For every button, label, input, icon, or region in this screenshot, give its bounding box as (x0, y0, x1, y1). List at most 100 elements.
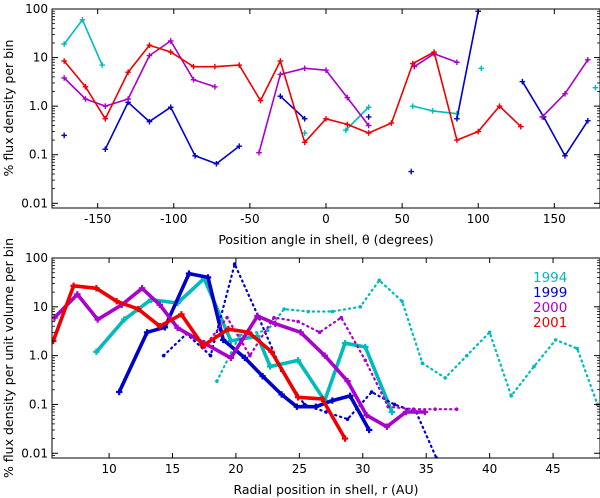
top-series-line-1999 (104, 101, 240, 165)
top-data-point-2001 (190, 63, 197, 70)
bottom-series-clip (52, 262, 600, 458)
bottom-data-point-2001 (93, 285, 100, 292)
top-series-line-2000 (258, 67, 370, 153)
top-series-line-2001 (63, 44, 522, 144)
top-data-point-1994 (409, 103, 416, 109)
bottom-data-point-2000-dotted (296, 319, 300, 324)
top-series-line-1994 (63, 18, 103, 66)
top-data-point-2001 (431, 49, 437, 55)
bottom-data-point-2000 (74, 291, 81, 298)
bottom-data-point-1994-dotted (306, 309, 311, 314)
bottom-x-tick-label: 10 (101, 462, 116, 476)
bottom-data-point-1999-dotted (324, 410, 328, 414)
top-data-point-1999 (192, 153, 198, 159)
bottom-data-point-2000 (138, 285, 146, 292)
top-data-point-1999 (277, 93, 284, 100)
top-data-point-2000 (539, 114, 545, 120)
bottom-data-point-2000 (297, 329, 304, 336)
bottom-data-point-2001 (225, 325, 232, 333)
bottom-data-point-2000-dotted (386, 404, 390, 409)
top-x-tick-label: 0 (322, 212, 330, 226)
bottom-data-point-1994-dotted (358, 305, 363, 309)
bottom-data-point-1999 (329, 397, 336, 404)
top-data-point-1999 (213, 161, 220, 167)
top-data-point-2001 (365, 130, 372, 136)
top-data-point-2001 (61, 58, 67, 64)
top-data-point-1999 (236, 143, 243, 149)
bottom-data-point-2001 (178, 311, 185, 318)
bottom-data-point-1994-dotted (400, 299, 404, 304)
bottom-series-line-2001 (52, 283, 347, 440)
top-data-point-1999 (585, 117, 591, 124)
bottom-y-tick-label: 10 (33, 300, 48, 314)
top-data-point-1999 (519, 78, 526, 85)
top-y-tick-label: 1.0 (29, 99, 48, 113)
top-data-point-2001 (125, 69, 131, 75)
top-data-point-1999 (365, 114, 372, 120)
bottom-data-point-1999-dotted (345, 417, 350, 421)
bottom-data-point-1994-dotted (532, 364, 536, 369)
top-data-point-1994 (592, 84, 599, 91)
bottom-data-point-2001 (199, 342, 207, 349)
top-data-point-2000 (146, 52, 153, 59)
bottom-data-point-2001 (245, 329, 252, 336)
bottom-data-point-1994 (294, 357, 302, 364)
top-series-line-2000 (63, 40, 216, 107)
top-series-clip (61, 9, 599, 175)
bottom-panel: 10 15 20 25 30 35 40 45 0.01 0.1 1.0 10 100 Radial p… (1, 238, 600, 497)
bottom-data-point-1999 (293, 403, 301, 410)
top-x-tick-label: -50 (240, 212, 260, 226)
bottom-data-point-1999-dotted (302, 402, 307, 407)
legend: 1994 1999 2000 2001 (533, 270, 567, 331)
top-data-point-1994 (301, 130, 308, 136)
top-series-line-1999 (456, 11, 479, 119)
bottom-data-point-2001 (318, 395, 326, 403)
bottom-data-point-1999 (278, 391, 285, 398)
top-data-point-2001 (212, 63, 218, 70)
top-y-tick-label: 100 (25, 2, 48, 16)
bottom-data-point-2000 (227, 354, 235, 362)
bottom-data-point-1999 (185, 270, 193, 277)
bottom-plot-frame (51, 257, 600, 459)
bottom-data-point-1994-dotted (377, 278, 382, 283)
bottom-data-point-1999 (116, 388, 123, 396)
legend-entry-2000: 2000 (533, 300, 567, 316)
bottom-y-tick-label: 1.0 (29, 349, 48, 363)
bottom-x-tick-label: 45 (545, 462, 560, 476)
bottom-data-point-1994 (227, 337, 235, 345)
bottom-y-tick-label: 0.1 (29, 397, 48, 411)
bottom-data-point-2000 (383, 423, 391, 430)
bottom-data-point-2000-dotted (363, 358, 368, 363)
bottom-data-point-1994-dotted (265, 328, 270, 333)
bottom-series-line-2000-dotted (203, 316, 458, 411)
top-data-point-1994 (478, 65, 485, 72)
bottom-data-point-1994-dotted (282, 307, 286, 311)
bottom-data-point-2000-dotted (339, 315, 344, 320)
bottom-data-point-1999 (365, 426, 373, 434)
top-data-point-1999 (301, 115, 308, 122)
bottom-data-point-1999-dotted (232, 262, 237, 266)
bottom-data-point-2000-dotted (225, 315, 229, 320)
top-data-point-2000 (190, 76, 197, 83)
bottom-data-point-1994-dotted (509, 394, 514, 398)
legend-entry-1999: 1999 (533, 285, 567, 301)
top-series-line-1999 (279, 95, 306, 120)
bottom-data-point-2000-dotted (317, 330, 322, 335)
top-panel: -150 -100 -50 0 50 100 150 0.01 0.1 1.0 10 100 Posi… (1, 2, 600, 247)
top-data-point-2000 (454, 59, 460, 66)
top-data-point-2000 (344, 94, 351, 101)
bottom-data-point-1994 (93, 348, 100, 355)
bottom-data-point-2001 (135, 305, 142, 313)
top-data-point-2000 (365, 122, 372, 129)
bottom-data-point-1994-dotted (420, 361, 425, 365)
bottom-data-point-2000 (156, 301, 164, 308)
top-data-point-2001 (102, 115, 109, 122)
bottom-data-point-1994 (121, 316, 128, 323)
bottom-data-point-1994-dotted (553, 338, 558, 342)
bottom-data-point-2000-dotted (411, 407, 416, 411)
bottom-data-point-2000 (363, 412, 370, 419)
bottom-y-axis-label: % flux density per unit volume per bin (1, 238, 16, 478)
top-plot-frame (51, 8, 600, 209)
bottom-series-line-2000 (53, 286, 425, 429)
bottom-data-point-2000-dotted (433, 407, 437, 411)
